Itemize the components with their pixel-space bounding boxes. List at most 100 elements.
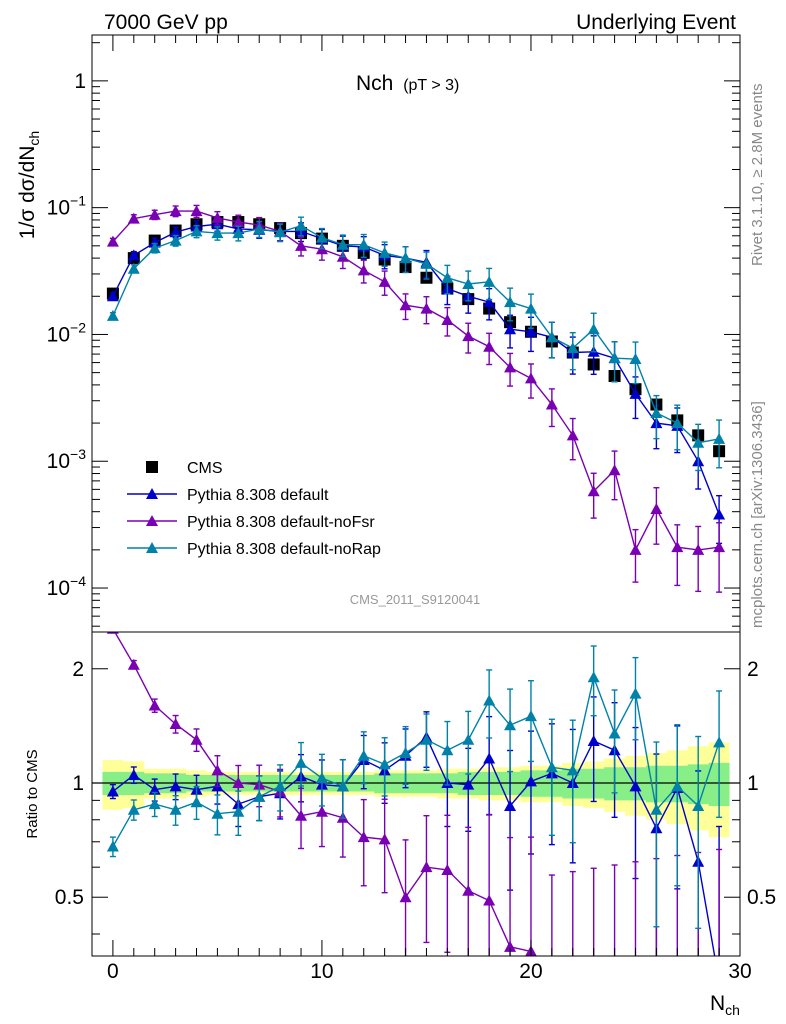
ratio-y-tick-label-left: 1 [72, 772, 84, 795]
ratio-marker [545, 761, 558, 773]
ratio-marker [169, 803, 182, 815]
ratio-marker [169, 780, 182, 792]
legend-item: Pythia 8.308 default [127, 487, 329, 504]
main-y-tick-label: 10−2 [47, 319, 87, 346]
data-point-marker [504, 361, 517, 373]
rivet-version-label: Rivet 3.1.10, ≥ 2.8M events [749, 84, 766, 267]
main-y-tick-label: 10−3 [47, 446, 87, 473]
ratio-marker [274, 780, 287, 792]
ratio-marker [524, 775, 537, 787]
ratio-marker [566, 764, 579, 776]
main-panel: 110−110−210−310−4 Nch (pT > 3) CMS_2011_… [16, 34, 741, 633]
data-point-marker [713, 432, 726, 444]
ratio-marker [462, 733, 475, 745]
data-point-marker [211, 211, 224, 223]
ratio-y-tick-label-right: 0.5 [747, 886, 776, 909]
data-point-marker [462, 330, 475, 342]
main-y-tick-label-mantissa: 10 [47, 577, 70, 600]
plot-title-main: Nch [356, 72, 393, 95]
ratio-marker [399, 746, 412, 758]
data-point-marker [524, 325, 537, 337]
ratio-marker [232, 805, 245, 817]
data-point-marker [692, 436, 705, 448]
data-point-marker [671, 541, 684, 553]
data-point-marker [295, 239, 308, 251]
data-point-marker [357, 264, 370, 276]
ratio-series-2 [106, 645, 726, 930]
ratio-marker [211, 764, 224, 776]
ratio-marker [483, 694, 496, 706]
data-point-marker [692, 543, 705, 555]
data-point-marker [399, 299, 412, 311]
data-point-marker [483, 340, 496, 352]
data-point-marker [378, 275, 391, 287]
data-point-marker [253, 222, 266, 234]
data-point-marker [106, 290, 119, 302]
ratio-y-axis-label: Ratio to CMS [24, 749, 41, 838]
ratio-marker [399, 891, 412, 903]
x-tick-labels: 0 10 20 30 [107, 960, 752, 983]
data-point-marker [378, 246, 391, 258]
main-y-tick-label: 10−1 [47, 193, 87, 220]
series-3 [106, 216, 726, 472]
data-point-marker [399, 252, 412, 264]
series-line [112, 223, 720, 515]
ratio-marker [190, 796, 203, 808]
plot-title-cut: (pT > 3) [403, 77, 459, 94]
main-y-tick-label-exponent: −4 [70, 573, 86, 589]
ratio-marker [190, 733, 203, 745]
data-point-marker [357, 238, 370, 250]
main-y-tick-label-mantissa: 10 [47, 450, 70, 473]
ratio-marker [106, 840, 119, 852]
x-tick-label: 10 [310, 960, 333, 983]
ratio-series-group [106, 632, 726, 986]
x-axis-label-sub: ch [725, 1002, 740, 1018]
ratio-marker [713, 975, 725, 986]
data-point-marker [608, 352, 621, 364]
x-tick-label: 0 [107, 960, 119, 983]
ratio-marker [106, 785, 119, 797]
main-y-axis-label-text: 1/σ dσ/dN [16, 146, 39, 240]
ratio-marker [148, 699, 161, 711]
plot-title: Nch (pT > 3) [356, 72, 459, 95]
data-point-marker [608, 464, 621, 476]
main-y-axis-ticks [91, 35, 741, 627]
data-point-marker [148, 242, 161, 254]
data-point-marker [650, 503, 663, 515]
ratio-marker [315, 772, 328, 784]
data-point-marker [566, 429, 579, 441]
data-point-marker [315, 231, 328, 243]
ratio-marker [295, 756, 308, 768]
data-point-marker [441, 271, 454, 283]
x-tick-label: 30 [728, 960, 751, 983]
data-point-marker [504, 323, 517, 335]
data-point-marker [587, 485, 600, 497]
data-point-marker [232, 216, 245, 228]
data-point-marker [545, 398, 558, 410]
ratio-y-tick-label-right: 2 [747, 658, 759, 681]
main-series-group [106, 204, 726, 593]
data-point-marker [127, 262, 140, 274]
legend-item: Pythia 8.308 default-noRap [127, 541, 381, 558]
data-point-marker [211, 227, 224, 239]
data-point-marker [587, 323, 600, 335]
main-y-tick-label-mantissa: 10 [47, 323, 70, 346]
data-point-marker [190, 225, 203, 237]
ratio-line [112, 674, 720, 847]
ratio-marker [483, 752, 496, 764]
x-axis-label-text: N [710, 992, 725, 1015]
analysis-watermark: CMS_2011_S9120041 [350, 592, 481, 607]
ratio-marker [232, 776, 245, 788]
x-tick-label: 20 [519, 960, 542, 983]
legend-label: CMS [187, 460, 223, 477]
data-point-marker [524, 372, 537, 384]
ratio-marker [127, 803, 140, 815]
data-point-marker [127, 249, 140, 261]
source-label: mcplots.cern.ch [arXiv:1306.3436] [749, 401, 766, 628]
ratio-marker [315, 805, 328, 817]
data-point-marker [190, 205, 203, 217]
legend-marker [146, 488, 158, 499]
ratio-marker [524, 710, 537, 722]
data-point-marker [106, 235, 119, 247]
